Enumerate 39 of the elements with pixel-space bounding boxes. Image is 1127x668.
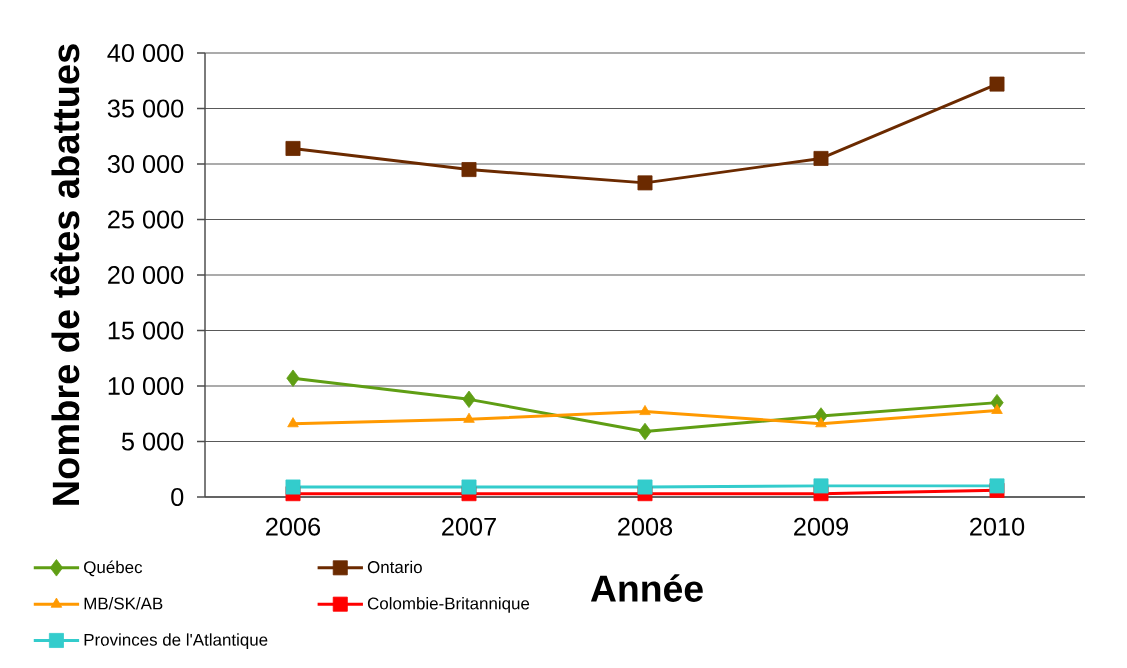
- legend-label: Colombie-Britannique: [367, 597, 530, 613]
- point: [637, 479, 653, 495]
- point: [989, 478, 1005, 494]
- point: [461, 162, 477, 178]
- legend-label: Provinces de l'Atlantique: [84, 633, 268, 650]
- point: [461, 479, 477, 495]
- y-tick-label: 0: [171, 488, 184, 506]
- point: [639, 405, 651, 415]
- y-tick-label: 30 000: [107, 155, 184, 173]
- point: [638, 422, 652, 441]
- point: [813, 150, 829, 166]
- y-axis-title: Nombre de têtes abattues: [50, 44, 80, 505]
- point: [462, 390, 476, 408]
- point: [463, 412, 475, 423]
- x-axis-title: Année: [590, 574, 703, 602]
- point: [287, 417, 299, 428]
- y-tick-label: 20 000: [108, 266, 184, 284]
- point: [285, 479, 301, 495]
- point: [637, 175, 653, 191]
- x-tick-label: 2006: [266, 517, 321, 536]
- point: [813, 478, 829, 494]
- legend-label: MB/SK/AB: [84, 597, 163, 610]
- point: [286, 369, 300, 387]
- x-tick-label: 2010: [970, 517, 1025, 536]
- y-tick-label: 35 000: [107, 99, 184, 118]
- x-tick-label: 2009: [794, 517, 848, 536]
- point: [991, 403, 1003, 414]
- y-tick-label: 25 000: [108, 210, 184, 229]
- legend-label: Québec: [84, 560, 143, 577]
- point: [815, 417, 827, 428]
- point: [285, 141, 301, 156]
- y-tick-label: 10 000: [108, 377, 184, 395]
- legend-label: Ontario: [367, 560, 422, 574]
- y-tick-label: 5 000: [121, 432, 184, 451]
- point: [989, 76, 1005, 92]
- x-tick-label: 2007: [442, 517, 496, 536]
- x-tick-label: 2008: [618, 517, 673, 536]
- y-tick-label: 40 000: [107, 44, 184, 62]
- y-tick-label: 15 000: [108, 321, 184, 340]
